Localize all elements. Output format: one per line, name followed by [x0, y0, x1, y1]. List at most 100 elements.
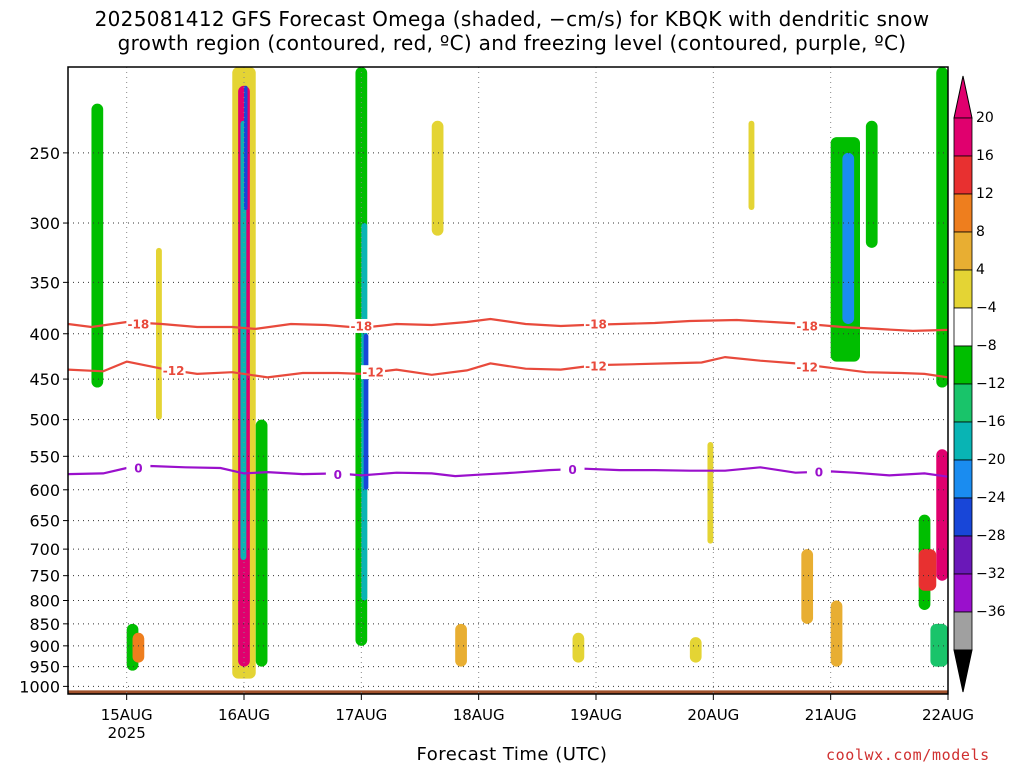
contour-label-background — [560, 462, 585, 477]
omega-shaded-region — [936, 449, 948, 581]
x-tick-label: 21AUG — [805, 706, 857, 724]
x-tick-label: 19AUG — [570, 706, 622, 724]
colorbar-swatch — [953, 611, 973, 651]
contour-label-background — [349, 318, 374, 333]
omega-shaded-region — [930, 623, 948, 667]
x-tick-label: 16AUG — [218, 706, 270, 724]
omega-shaded-region — [707, 442, 714, 544]
y-tick-label: 850 — [29, 615, 60, 634]
colorbar-swatch — [953, 307, 973, 347]
omega-shaded-region — [572, 632, 585, 663]
contour-label-background — [126, 317, 151, 332]
contour-label: -12 — [585, 360, 607, 374]
omega-shaded-region — [132, 632, 145, 663]
colorbar-label: −32 — [976, 566, 1006, 582]
y-tick-label: 250 — [29, 144, 60, 163]
colorbar: 20 16 12 8 4 −4 −8 −12 −16 −20 −24 −28 −32 −36 — [953, 75, 1006, 693]
contour-label: -12 — [796, 360, 818, 374]
colorbar-swatch — [953, 155, 973, 195]
chart-title-line-2: growth region (contoured, red, ºC) and f… — [117, 31, 907, 55]
contour-label: 0 — [134, 462, 142, 476]
x-tick-label: 15AUG — [101, 706, 153, 724]
contour-label-background — [806, 465, 831, 480]
y-tick-label: 550 — [29, 447, 60, 466]
colorbar-label: −12 — [976, 376, 1006, 392]
omega-shaded-region — [91, 103, 104, 388]
omega-shaded-region — [801, 549, 814, 624]
colorbar-label: 4 — [976, 262, 985, 278]
contour-label-background — [361, 365, 386, 380]
y-tick-label: 750 — [29, 567, 60, 586]
y-tick-label: 400 — [29, 325, 60, 344]
colorbar-swatch — [953, 459, 973, 499]
contour-label-background — [795, 359, 820, 374]
colorbar-swatch — [953, 497, 973, 537]
contour-label: 0 — [815, 466, 823, 480]
contour-label: -18 — [585, 318, 607, 332]
omega-shaded-region — [255, 419, 268, 667]
colorbar-label: 16 — [976, 148, 994, 164]
omega-shaded-region — [936, 67, 948, 388]
colorbar-swatch — [953, 193, 973, 233]
y-tick-label: 300 — [29, 214, 60, 233]
x-tick-label: 20AUG — [687, 706, 739, 724]
colorbar-swatch — [953, 269, 973, 309]
axes-layer: 250 300 350 400 450 500 550 600 650 700 750 800 850 9… — [19, 66, 974, 742]
contour-label-background — [795, 318, 820, 333]
colorbar-swatch — [953, 117, 973, 157]
contour-label-background — [325, 467, 350, 482]
credit-link[interactable]: coolwx.com/models — [826, 746, 990, 764]
omega-shaded-region — [431, 120, 444, 236]
contour-label: -18 — [350, 319, 372, 333]
ground-band — [68, 690, 948, 694]
colorbar-under-arrow — [953, 649, 973, 693]
colorbar-label: −20 — [976, 452, 1006, 468]
y-tick-label: 700 — [29, 540, 60, 559]
omega-shaded-region — [244, 85, 248, 210]
colorbar-label: −28 — [976, 528, 1006, 544]
contour-label-background — [584, 359, 608, 374]
omega-shaded-region — [865, 120, 878, 248]
y-tick-label: 600 — [29, 481, 60, 500]
omega-shaded-region — [830, 600, 843, 667]
colorbar-label: −16 — [976, 414, 1006, 430]
colorbar-swatch — [953, 345, 973, 385]
colorbar-over-arrow — [953, 75, 973, 119]
colorbar-label: −24 — [976, 490, 1006, 506]
x-tick-label: 17AUG — [335, 706, 387, 724]
x-year-label: 2025 — [108, 724, 146, 742]
contour-label: -12 — [163, 364, 185, 378]
contour-label-background — [584, 317, 608, 332]
colorbar-swatch — [953, 383, 973, 423]
omega-shaded-region — [842, 152, 855, 325]
grid-layer — [68, 67, 949, 694]
colorbar-swatch — [953, 535, 973, 575]
contour-label: -18 — [128, 318, 150, 332]
y-tick-label: 450 — [29, 370, 60, 389]
contour-label-background — [161, 363, 186, 378]
colorbar-swatch — [953, 573, 973, 613]
y-tick-label: 800 — [29, 592, 60, 611]
colorbar-label: 20 — [976, 110, 994, 126]
omega-shaded-region — [363, 333, 369, 490]
x-tick-label: 18AUG — [453, 706, 505, 724]
contour-layer: -18 -18 -18 -18 -12 -12 -12 -12 0 0 0 0 — [68, 317, 948, 482]
y-tick-label: 1000 — [19, 677, 60, 696]
omega-shaded-region — [455, 623, 467, 667]
colorbar-label: −8 — [976, 338, 997, 354]
y-tick-label: 900 — [29, 637, 60, 656]
plot-frame — [67, 66, 949, 695]
x-tick-label: 22AUG — [922, 706, 974, 724]
omega-shaded-region — [689, 637, 702, 663]
omega-shaded-region — [918, 549, 937, 591]
y-tick-label: 650 — [29, 512, 60, 531]
colorbar-label: 12 — [976, 186, 994, 202]
y-tick-label: 950 — [29, 658, 60, 677]
x-axis-label: Forecast Time (UTC) — [416, 744, 608, 765]
contour-label: 0 — [334, 468, 342, 482]
contour-label: 0 — [568, 463, 576, 477]
contour-label: -18 — [796, 319, 818, 333]
contour-label-background — [126, 461, 151, 476]
colorbar-label: −4 — [976, 300, 997, 316]
